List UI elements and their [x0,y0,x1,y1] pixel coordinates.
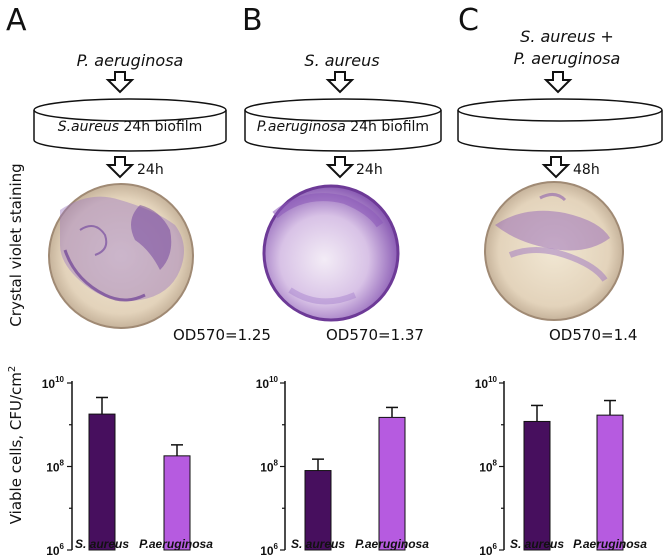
y-tick-exponent: 8 [274,459,279,468]
od-prefix-c: OD [549,326,572,344]
y-tick-exponent: 6 [60,542,65,551]
panel-c: C S. aureus + P. aeruginosa 48h OD570=1.… [457,3,663,344]
od-sub-a: 570 [196,326,225,344]
arrow-down-icon [325,156,355,179]
petri-dish-c [457,98,663,152]
y-tick-base: 10 [475,377,489,391]
added-organism-c-line2: P. aeruginosa [514,49,621,68]
panel-letter-b: B [242,3,263,38]
y-tick-base: 10 [479,461,493,475]
y-tick-label: 1010 [475,375,498,391]
dish-label-b-organism: P.aeruginosa [257,119,346,135]
bar [163,455,191,551]
crystal-violet-side-label: Crystal violet staining [7,163,25,326]
y-tick-exponent: 10 [269,375,278,384]
viable-cells-side-label: Viable cells, CFU/cm2 [7,366,25,525]
y-tick-exponent: 8 [493,459,498,468]
x-category-label: S. aureus [75,537,129,551]
y-tick-base: 10 [260,461,274,475]
bar [304,470,332,551]
panel-a: A P. aeruginosa S.aureus 24h biofilm 24h… [6,3,271,344]
od-reading-a: OD570=1.25 [173,326,271,344]
y-tick-base: 10 [46,544,60,556]
stained-plate-a [48,183,194,329]
od-value-b: =1.37 [378,326,424,344]
incubation-time-b: 24h [356,162,383,178]
y-tick-label: 106 [260,542,278,556]
petri-dish-a: S.aureus 24h biofilm [33,98,227,152]
y-tick-exponent: 8 [60,459,65,468]
added-organism-b: S. aureus [304,51,379,70]
od-reading-b: OD570=1.37 [326,326,424,344]
x-category-label: S. aureus [291,537,345,551]
y-tick-label: 106 [479,542,497,556]
x-category-label: P.aeruginosa [355,537,429,551]
y-tick-exponent: 6 [493,542,498,551]
y-tick-base: 10 [260,544,274,556]
od-value-c: =1.4 [601,326,637,344]
y-tick-exponent: 6 [274,542,279,551]
bar [378,416,406,551]
stained-plate-c [484,181,624,321]
arrow-down-icon [325,71,355,94]
x-category-label: S. aureus [510,537,564,551]
y-tick-base: 10 [46,461,60,475]
added-organism-a: P. aeruginosa [77,51,184,70]
dish-label-a: S.aureus 24h biofilm [58,119,203,135]
od-value-a: =1.25 [225,326,271,344]
dish-label-b: P.aeruginosa 24h biofilm [257,119,429,135]
panel-letter-c: C [458,3,479,38]
arrow-down-icon [543,71,573,94]
viable-cells-label-text: Viable cells, CFU/cm [7,372,25,524]
od-reading-c: OD570=1.4 [549,326,637,344]
y-tick-base: 10 [42,377,56,391]
x-category-label: P.aeruginosa [573,537,647,551]
added-organism-c-line1: S. aureus + [520,27,614,46]
petri-dish-b: P.aeruginosa 24h biofilm [244,98,442,152]
bar [88,413,116,551]
y-tick-label: 106 [46,542,64,556]
y-tick-exponent: 10 [488,375,497,384]
viable-cells-label-sup: 2 [7,366,18,372]
x-category-label: P.aeruginosa [139,537,213,551]
y-tick-label: 108 [479,459,497,475]
od-sub-c: 570 [572,326,601,344]
incubation-time-c: 48h [573,162,600,178]
od-sub-b: 570 [349,326,378,344]
panel-letter-a: A [6,3,27,38]
od-prefix-a: OD [173,326,196,344]
y-tick-exponent: 10 [55,375,64,384]
y-tick-label: 1010 [42,375,65,391]
y-tick-label: 108 [260,459,278,475]
incubation-time-a: 24h [137,162,164,178]
y-tick-label: 108 [46,459,64,475]
od-prefix-b: OD [326,326,349,344]
dish-label-a-rest: 24h biofilm [119,119,202,135]
panel-b: B S. aureus P.aeruginosa 24h biofilm 24h… [242,3,442,344]
arrow-down-icon [105,156,135,179]
y-tick-base: 10 [479,544,493,556]
bar [596,414,624,551]
y-tick-base: 10 [256,377,270,391]
dish-label-a-organism: S.aureus [58,119,119,135]
arrow-down-icon [105,71,135,94]
bar [523,420,551,551]
y-tick-label: 1010 [256,375,279,391]
stained-plate-b [262,184,400,322]
arrow-down-icon [541,156,571,179]
dish-label-b-rest: 24h biofilm [346,119,429,135]
